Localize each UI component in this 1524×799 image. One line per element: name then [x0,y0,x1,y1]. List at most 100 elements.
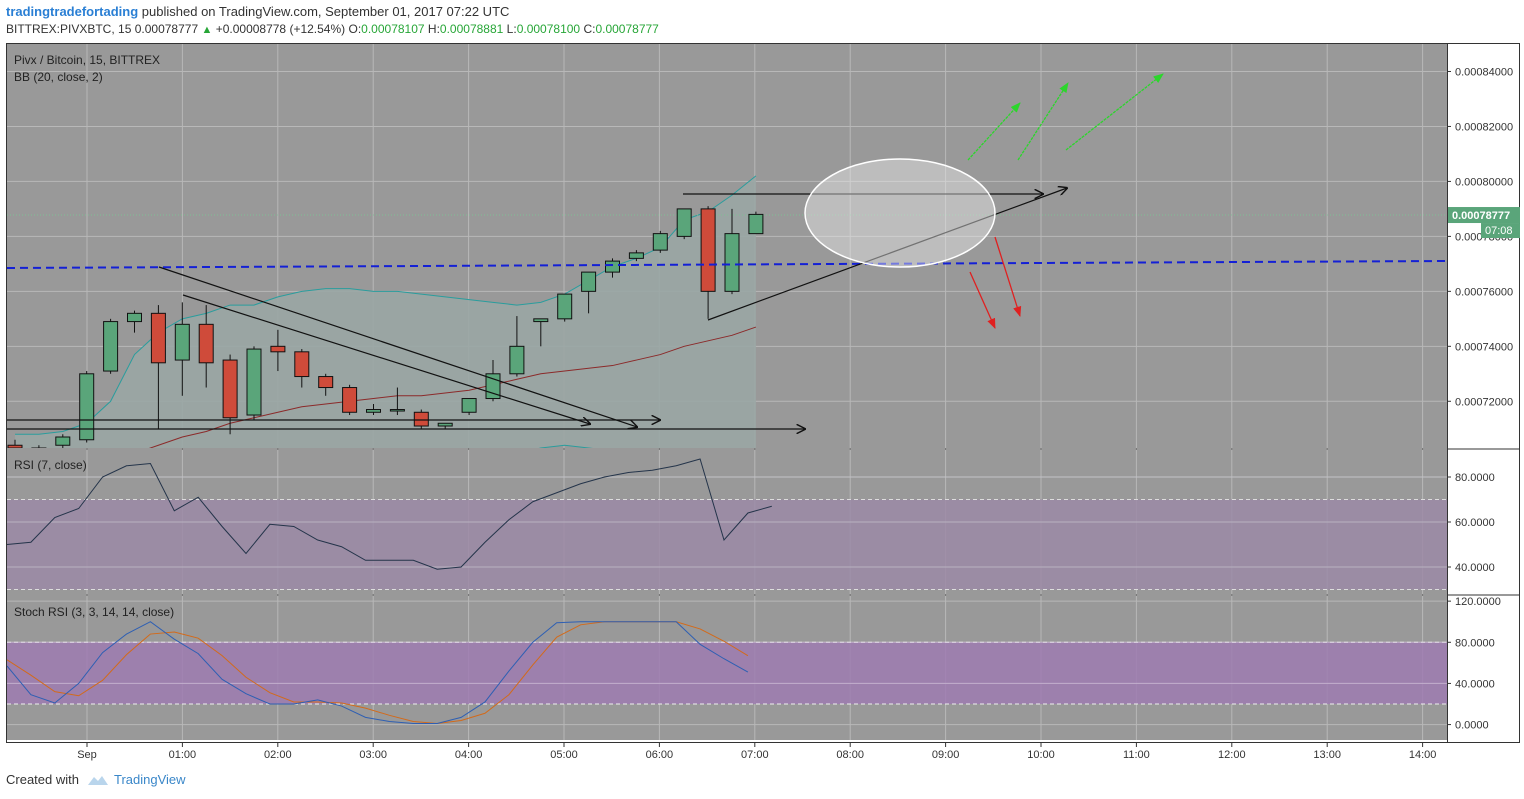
candle-body [581,271,597,292]
y-tick-label: 40.0000 [1455,678,1495,690]
candle-body [127,312,142,323]
x-tick-label: 11:00 [1123,749,1150,761]
x-tick-label: 02:00 [264,749,292,761]
candle-body [389,409,405,412]
x-tick-label: 06:00 [646,749,674,761]
publish-info: published on TradingView.com, September … [141,4,510,19]
tradingview-link[interactable]: TradingView [87,772,186,787]
stoch-pane-title: Stoch RSI (3, 3, 14, 14, close) [14,605,174,619]
high-label: H: [427,22,440,36]
candle-body [509,345,525,375]
x-tick-label: 08:00 [836,749,864,761]
low-value: 0.00078100 [516,22,581,36]
pane-labels: Pivx / Bitcoin, 15, BITTREX BB (20, close… [14,53,174,619]
symbol-label: BITTREX:PIVXBTC, 15 [6,22,132,36]
red-arrow [969,271,996,329]
candle-body [700,208,716,292]
publish-header: tradingtradefortading published on Tradi… [6,4,509,20]
candle-body [318,376,334,389]
candle-body [437,422,453,427]
bb-fill [15,175,756,448]
candle-body [413,411,429,427]
close-value: 0.00078777 [595,22,659,36]
footer: Created with TradingView [6,772,186,787]
rsi-pane-title: RSI (7, close) [14,458,87,472]
pane-borders [6,43,1520,743]
bb-basis-line [148,326,757,448]
rsi-band [7,499,1447,590]
stoch-rsi-pane [7,621,1447,725]
x-tick-label: 10:00 [1027,749,1055,761]
x-tick-label: 14:00 [1409,749,1437,761]
candle-body [222,359,238,419]
bb-upper-line [15,175,757,435]
y-tick-label: 0.00076000 [1455,286,1513,298]
green-arrow [967,102,1021,161]
candle-body [461,398,477,413]
highlight-ellipse [804,158,996,268]
candle-body [366,409,381,413]
open-label: O: [348,22,362,36]
countdown-label-bg [1481,223,1520,239]
candle-body [198,323,214,364]
y-tick-label: 0.00080000 [1455,176,1513,188]
up-triangle-icon: ▲ [201,24,213,36]
last-price-label-bg [1448,207,1520,224]
stoch-band [7,642,1447,704]
candle-body [103,321,119,372]
countdown-label: 07:08 [1485,225,1513,237]
candle-body [55,436,71,446]
stoch-k-line [7,621,749,725]
candle-body [246,348,262,416]
green-arrow [1065,73,1164,151]
axes: Sep 01:00 02:00 03:00 04:00 05:00 06:00 07:00 08… [77,66,1520,761]
candle-body [557,293,573,320]
x-tick-label: 07:00 [741,749,769,761]
ohlc-header: BITTREX:PIVXBTC, 15 0.00078777 ▲ +0.0000… [6,21,659,38]
trendline-arrow [158,266,637,427]
last-price-label: 0.00078777 [1452,210,1510,222]
x-tick-label: 12:00 [1218,749,1246,761]
x-tick-label: 04:00 [455,749,483,761]
price-pane-title: Pivx / Bitcoin, 15, BITTREX [14,53,160,67]
x-tick-label: 09:00 [932,749,960,761]
y-tick-label: 120.0000 [1455,596,1501,608]
candle-body [748,213,764,235]
trendline-arrow [182,294,590,424]
x-tick-label: 13:00 [1313,749,1341,761]
rsi-line [7,458,772,570]
green-arrow [1017,82,1069,161]
bb-indicator-label: BB (20, close, 2) [14,70,103,84]
candle-body [294,351,310,378]
candle-body [342,387,358,413]
x-tick-label: Sep [77,749,97,761]
candle-body [79,373,95,441]
candle-body [724,233,740,292]
close-label: C: [583,22,596,36]
y-tick-label: 0.0000 [1455,720,1489,732]
candle-body [605,260,620,273]
candle-body [533,318,549,323]
candle-body [150,312,166,364]
author-link[interactable]: tradingtradefortading [6,4,139,19]
x-tick-label: 03:00 [359,749,387,761]
y-tick-label: 40.0000 [1455,562,1495,574]
rsi-pane [7,458,1447,590]
blue-support-line [7,260,1447,269]
y-tick-label: 0.00072000 [1455,396,1513,408]
red-arrow [994,236,1022,317]
candle-body [676,208,692,237]
y-tick-label: 0.00074000 [1455,341,1513,353]
created-with-label: Created with [6,772,79,787]
low-label: L: [506,22,517,36]
rising-trend-arrow [707,188,1067,321]
y-tick-label: 0.00082000 [1455,121,1513,133]
x-tick-label: 01:00 [169,749,197,761]
tradingview-brand: TradingView [113,772,186,787]
candle-body [174,323,190,361]
high-value: 0.00078881 [439,22,504,36]
y-tick-label: 60.0000 [1455,517,1495,529]
price-change: +0.00008778 (+12.54%) [215,22,346,36]
candle-body [7,444,23,448]
